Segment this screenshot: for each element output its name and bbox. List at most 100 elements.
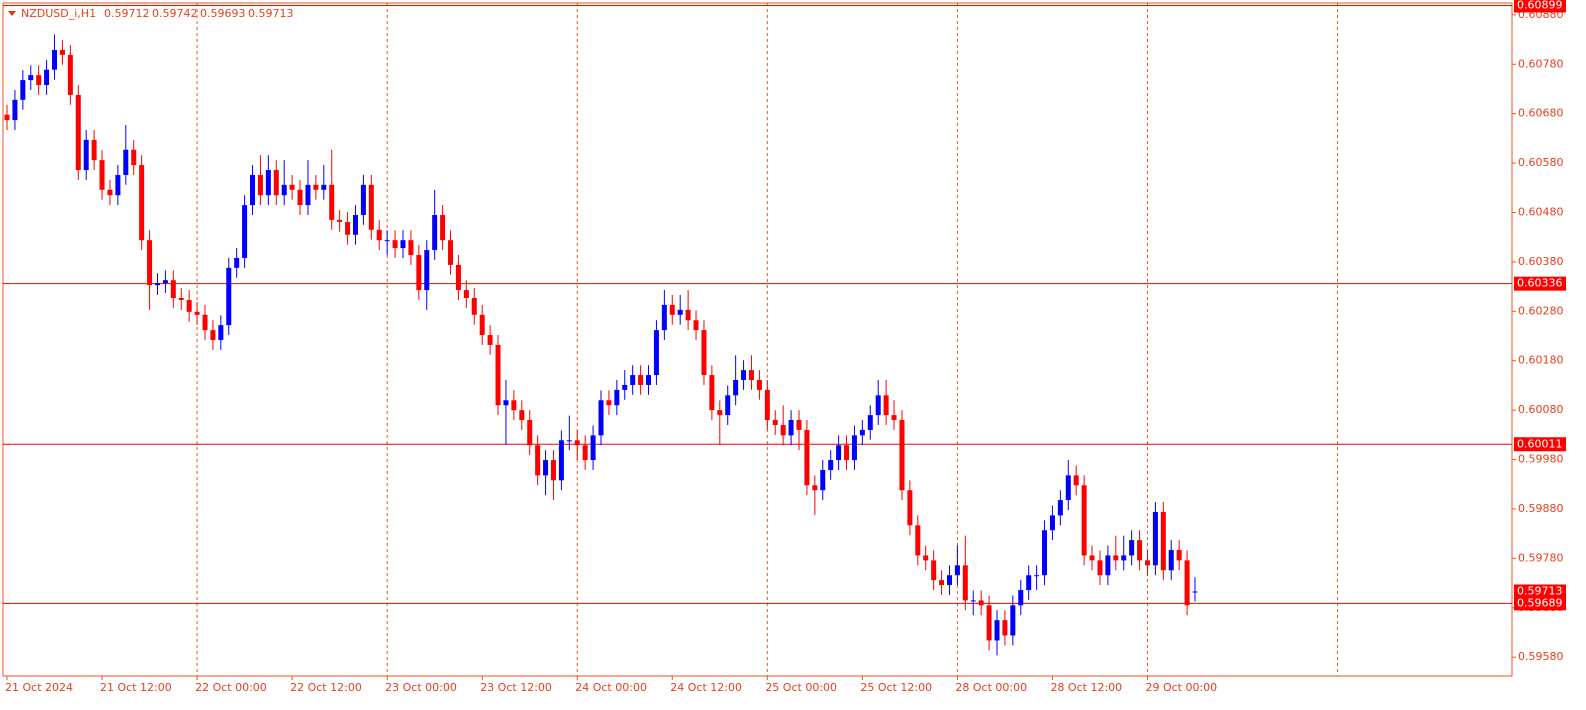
candle-body [946,575,952,586]
candle-body [1160,511,1166,571]
y-tick-label: 0.60280 [1518,304,1564,317]
candle-body [28,75,34,81]
candle-body [83,139,89,171]
candle-body [384,240,390,242]
candle-body [12,99,18,121]
candle-body [432,214,438,251]
candle-body [368,184,374,230]
candle-body [986,605,992,641]
candle-body [250,174,256,206]
candle-body [804,429,810,486]
candle-body [313,184,319,190]
candle-body [614,389,620,406]
x-tick-label: 28 Oct 12:00 [1050,681,1122,694]
candle-body [147,240,153,286]
candle-body [1129,540,1135,556]
candle-body [598,400,604,436]
candle-body [701,330,707,376]
candle-body [582,445,588,461]
current-price-tag [1514,584,1566,599]
candle-body [574,440,580,446]
candle-body [780,424,786,436]
candle-body [440,214,446,241]
candle-body [139,165,145,241]
y-tick-label: 0.60080 [1518,403,1564,416]
candle-body [360,184,366,215]
candle-body [242,205,248,258]
candle-body [820,469,826,491]
x-tick-label: 28 Oct 00:00 [955,681,1027,694]
candle-body [1010,605,1016,636]
price-tag-label: 0.60011 [1517,437,1563,450]
candle-body [1065,475,1071,501]
candle-body [923,555,929,561]
candle-body [741,370,747,381]
candle-body [915,525,921,556]
candle-body [891,415,897,421]
x-tick-label: 24 Oct 12:00 [670,681,742,694]
candle-body [606,400,612,406]
candle-body [218,325,224,340]
candle-body [487,335,493,345]
price-tag [1514,437,1566,452]
candle-body [107,189,113,196]
candle-body [4,114,10,121]
candle-body [1152,511,1158,566]
y-tick-label: 0.60180 [1518,354,1564,367]
candle-body [20,80,26,100]
x-tick-label: 23 Oct 00:00 [385,681,457,694]
candle-body [653,330,659,376]
candle-body [1113,555,1119,561]
x-tick-label: 22 Oct 12:00 [290,681,362,694]
current-price-label: 0.59713 [1517,585,1563,598]
candle-body [463,290,469,298]
header-ohlc: 0.59713 [248,7,294,20]
header-ohlc: 0.59712 [104,7,150,20]
candle-body [661,304,667,331]
candle-body [756,380,762,390]
collapse-arrow [8,11,16,16]
symbol: NZDUSD_i,H1 [21,7,96,20]
x-tick-label: 21 Oct 12:00 [100,681,172,694]
x-tick-label: 22 Oct 00:00 [195,681,267,694]
candle-body [590,435,596,461]
candle-body [994,620,1000,641]
candle-body [733,380,739,396]
candle-body [337,219,343,222]
candle-body [1034,575,1040,577]
candle-body [123,149,129,175]
candle-body [226,267,232,326]
candle-body [1137,540,1143,561]
price-tag-label: 0.59689 [1517,596,1563,609]
candle-body [352,214,358,235]
y-tick-label: 0.59580 [1518,650,1564,663]
candle-body [772,420,778,425]
candle-body [202,314,208,331]
candle-body [844,445,850,461]
candle-body [170,280,176,298]
candle-body [717,410,723,416]
candle-body [178,297,184,300]
y-tick-label: 0.60380 [1518,255,1564,268]
y-tick-label: 0.60580 [1518,156,1564,169]
candle-body [907,490,913,526]
candle-body [939,580,945,586]
candle-body [115,174,121,196]
candle-body [321,184,327,190]
candle-body [748,370,754,381]
candle-body [257,174,263,196]
candle-body [859,429,865,436]
x-tick-label: 23 Oct 12:00 [480,681,552,694]
candle-body [1057,500,1063,516]
y-tick-label: 0.60480 [1518,206,1564,219]
candle-body [622,384,628,390]
candle-body [875,395,881,416]
candle-body [194,311,200,315]
candle-body [67,54,73,95]
candle-body [677,309,683,315]
candle-body [400,240,406,249]
candle-body [828,460,834,470]
candle-body [764,389,770,421]
y-tick-label: 0.59880 [1518,502,1564,515]
